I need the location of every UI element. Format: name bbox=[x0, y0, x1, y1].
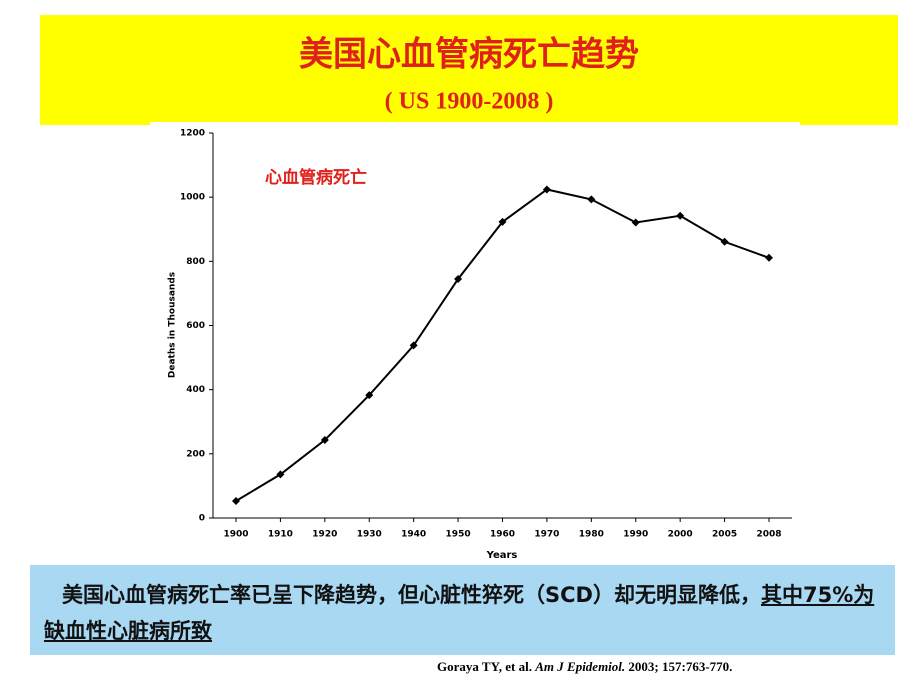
annotation: 心血管病死亡 bbox=[265, 167, 367, 188]
data-point bbox=[631, 218, 640, 227]
subtitle: ( US 1900-2008 ) bbox=[385, 89, 554, 115]
caption-underlined: 其中75%为缺血性心脏病所致 bbox=[44, 583, 875, 643]
caption-text: 美国心血管病死亡率已呈下降趋势，但心脏性猝死（SCD）却无明显降低， bbox=[62, 583, 761, 607]
y-tick-label: 200 bbox=[186, 449, 205, 459]
x-tick-label: 1970 bbox=[534, 530, 559, 540]
y-tick-label: 400 bbox=[186, 385, 205, 395]
y-tick-label: 1200 bbox=[180, 129, 205, 139]
x-tick-label: 2005 bbox=[712, 530, 737, 540]
y-tick-label: 1000 bbox=[180, 193, 205, 203]
x-tick-label: 1960 bbox=[490, 530, 515, 540]
y-tick-label: 800 bbox=[186, 257, 205, 267]
data-point bbox=[587, 195, 596, 204]
x-tick-label: 2000 bbox=[668, 530, 693, 540]
y-tick-label: 600 bbox=[186, 321, 205, 331]
x-tick-label: 2008 bbox=[756, 530, 781, 540]
citation-details: 2003; 157:763-770. bbox=[628, 659, 733, 674]
x-tick-label: 1990 bbox=[623, 530, 648, 540]
x-tick-label: 1950 bbox=[446, 530, 471, 540]
title: 美国心血管病死亡趋势 bbox=[299, 35, 639, 75]
data-point bbox=[498, 217, 507, 226]
x-axis-label: Years bbox=[486, 550, 518, 561]
citation-journal: Am J Epidemiol. bbox=[535, 659, 626, 674]
caption: 美国心血管病死亡率已呈下降趋势，但心脏性猝死（SCD）却无明显降低，其中75%为… bbox=[30, 565, 895, 655]
chart-area bbox=[150, 122, 800, 567]
x-tick-label: 1940 bbox=[401, 530, 426, 540]
x-tick-label: 1920 bbox=[312, 530, 337, 540]
y-axis-label: Deaths in Thousands bbox=[168, 272, 178, 378]
data-point bbox=[276, 470, 285, 479]
data-point bbox=[320, 436, 329, 445]
title-banner bbox=[40, 15, 898, 125]
data-point bbox=[232, 496, 240, 505]
data-point bbox=[409, 341, 418, 350]
y-tick-label: 0 bbox=[199, 514, 205, 524]
data-point bbox=[542, 185, 551, 194]
x-tick-label: 1910 bbox=[268, 530, 293, 540]
data-point bbox=[720, 237, 729, 246]
data-point bbox=[676, 211, 685, 220]
citation: Goraya TY, et al. Am J Epidemiol. 2003; … bbox=[437, 659, 732, 675]
x-tick-label: 1980 bbox=[579, 530, 604, 540]
citation-authors: Goraya TY, et al. bbox=[437, 659, 532, 674]
data-point bbox=[765, 253, 773, 262]
data-point bbox=[365, 391, 374, 400]
data-point bbox=[454, 274, 463, 283]
x-tick-label: 1930 bbox=[357, 530, 382, 540]
x-tick-label: 1900 bbox=[223, 530, 248, 540]
